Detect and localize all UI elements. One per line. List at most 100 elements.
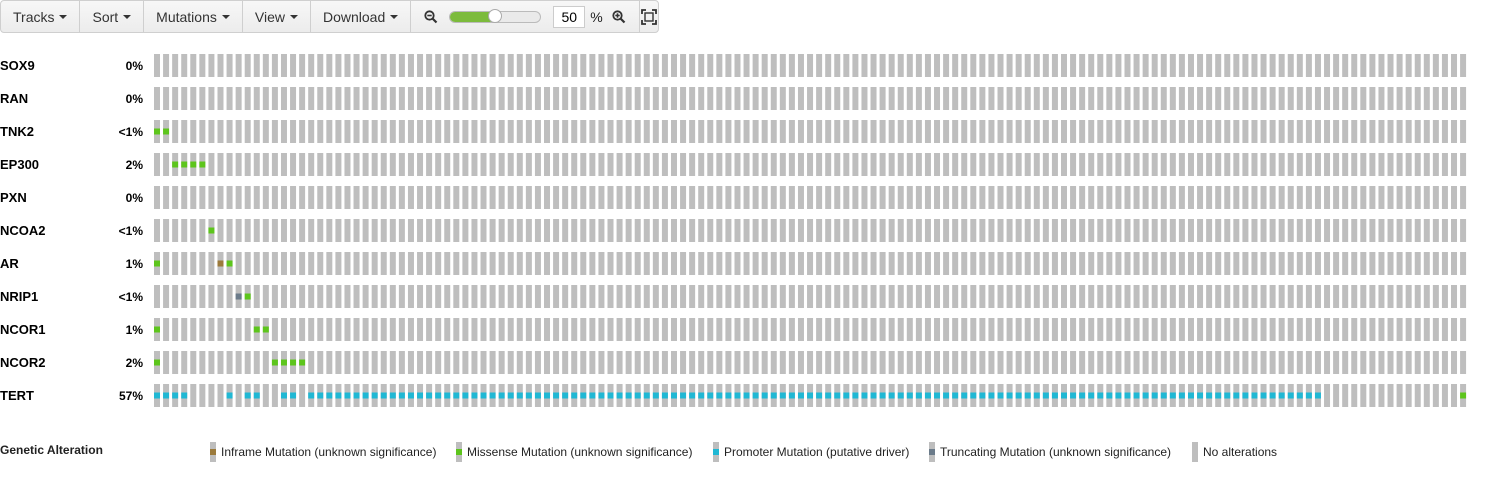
sample-cell[interactable] [825,153,832,176]
sample-cell[interactable] [1305,252,1312,275]
sample-cell[interactable] [1351,252,1358,275]
sample-cell[interactable] [1097,285,1104,308]
sample-cell[interactable] [1042,351,1049,374]
sample-cell[interactable] [335,318,342,341]
sample-cell[interactable] [553,285,560,308]
sample-cell[interactable] [498,87,505,110]
sample-cell[interactable] [589,153,596,176]
sample-cell[interactable] [1360,54,1367,77]
sample-cell[interactable] [525,153,532,176]
sample-cell[interactable] [280,153,287,176]
sample-cell[interactable] [271,54,278,77]
sample-cell[interactable] [553,252,560,275]
sample-cell[interactable] [1061,120,1067,143]
promoter-mutation-mark[interactable] [943,392,950,399]
sample-cell[interactable] [616,252,623,275]
sample-cell[interactable] [1460,54,1467,77]
sample-cell[interactable] [1396,219,1403,242]
sample-cell[interactable] [498,120,505,143]
sample-cell[interactable] [181,120,188,143]
promoter-mutation-mark[interactable] [1197,392,1204,399]
promoter-mutation-mark[interactable] [280,392,287,399]
sample-cell[interactable] [562,318,569,341]
sample-cell[interactable] [834,153,841,176]
sample-cell[interactable] [924,87,931,110]
sample-cell[interactable] [1324,351,1331,374]
sample-cell[interactable] [961,153,968,176]
sample-cell[interactable] [670,219,677,242]
sample-cell[interactable] [1178,351,1185,374]
sample-cell[interactable] [797,153,804,176]
view-dropdown-button[interactable]: View [243,1,311,32]
sample-cell[interactable] [1178,120,1185,143]
sample-cell[interactable] [426,351,433,374]
sample-cell[interactable] [825,120,832,143]
sample-cell[interactable] [589,54,596,77]
sample-cell[interactable] [1160,351,1167,374]
sample-cell[interactable] [353,54,360,77]
sample-cell[interactable] [462,252,469,275]
sample-cell[interactable] [797,87,804,110]
sample-cell[interactable] [217,120,224,143]
sample-cell[interactable] [1070,252,1077,275]
sample-cell[interactable] [1070,285,1077,308]
sample-cell[interactable] [1260,318,1267,341]
promoter-mutation-mark[interactable] [544,392,551,399]
sample-cell[interactable] [1106,186,1113,209]
sample-cell[interactable] [680,153,687,176]
sample-cell[interactable] [1260,285,1267,308]
promoter-mutation-mark[interactable] [743,392,750,399]
promoter-mutation-mark[interactable] [643,392,650,399]
sample-cell[interactable] [843,186,850,209]
sample-cell[interactable] [217,219,224,242]
promoter-mutation-mark[interactable] [834,392,841,399]
promoter-mutation-mark[interactable] [1142,392,1149,399]
sample-cell[interactable] [761,252,768,275]
sample-cell[interactable] [1088,351,1095,374]
sample-cell[interactable] [879,219,886,242]
sample-cell[interactable] [1033,153,1040,176]
sample-cell[interactable] [1405,120,1412,143]
sample-cell[interactable] [843,318,850,341]
sample-cell[interactable] [943,318,950,341]
sample-cell[interactable] [1278,153,1285,176]
sample-cell[interactable] [262,219,269,242]
mutations-dropdown-button[interactable]: Mutations [144,1,243,32]
promoter-mutation-mark[interactable] [961,392,968,399]
promoter-mutation-mark[interactable] [934,392,941,399]
sample-cell[interactable] [571,285,578,308]
sample-cell[interactable] [589,219,596,242]
sample-cell[interactable] [1024,318,1031,341]
sample-cell[interactable] [970,120,977,143]
sample-cell[interactable] [326,153,333,176]
sample-cell[interactable] [1106,219,1113,242]
sample-cell[interactable] [453,285,460,308]
sample-cell[interactable] [335,120,342,143]
sample-cell[interactable] [1260,153,1267,176]
sample-cell[interactable] [1251,219,1258,242]
sample-cell[interactable] [1070,54,1077,77]
sample-cell[interactable] [607,54,614,77]
sample-cell[interactable] [335,219,342,242]
sample-cell[interactable] [371,318,378,341]
sample-cell[interactable] [1242,252,1249,275]
sample-cell[interactable] [1387,252,1394,275]
sample-cell[interactable] [1124,219,1131,242]
sample-cell[interactable] [897,186,904,209]
promoter-mutation-mark[interactable] [480,392,487,399]
sample-cell[interactable] [698,219,705,242]
sample-cell[interactable] [471,285,478,308]
sample-cell[interactable] [299,384,306,407]
sample-cell[interactable] [970,87,977,110]
sample-cell[interactable] [1197,285,1204,308]
sample-cell[interactable] [1187,54,1194,77]
sample-cell[interactable] [1451,186,1458,209]
sample-cell[interactable] [1360,351,1367,374]
sample-cell[interactable] [598,351,605,374]
sample-cell[interactable] [1369,153,1376,176]
sample-cell[interactable] [1178,252,1185,275]
sample-cell[interactable] [299,252,306,275]
sample-cell[interactable] [1224,153,1231,176]
promoter-mutation-mark[interactable] [362,392,369,399]
sample-cell[interactable] [924,318,931,341]
